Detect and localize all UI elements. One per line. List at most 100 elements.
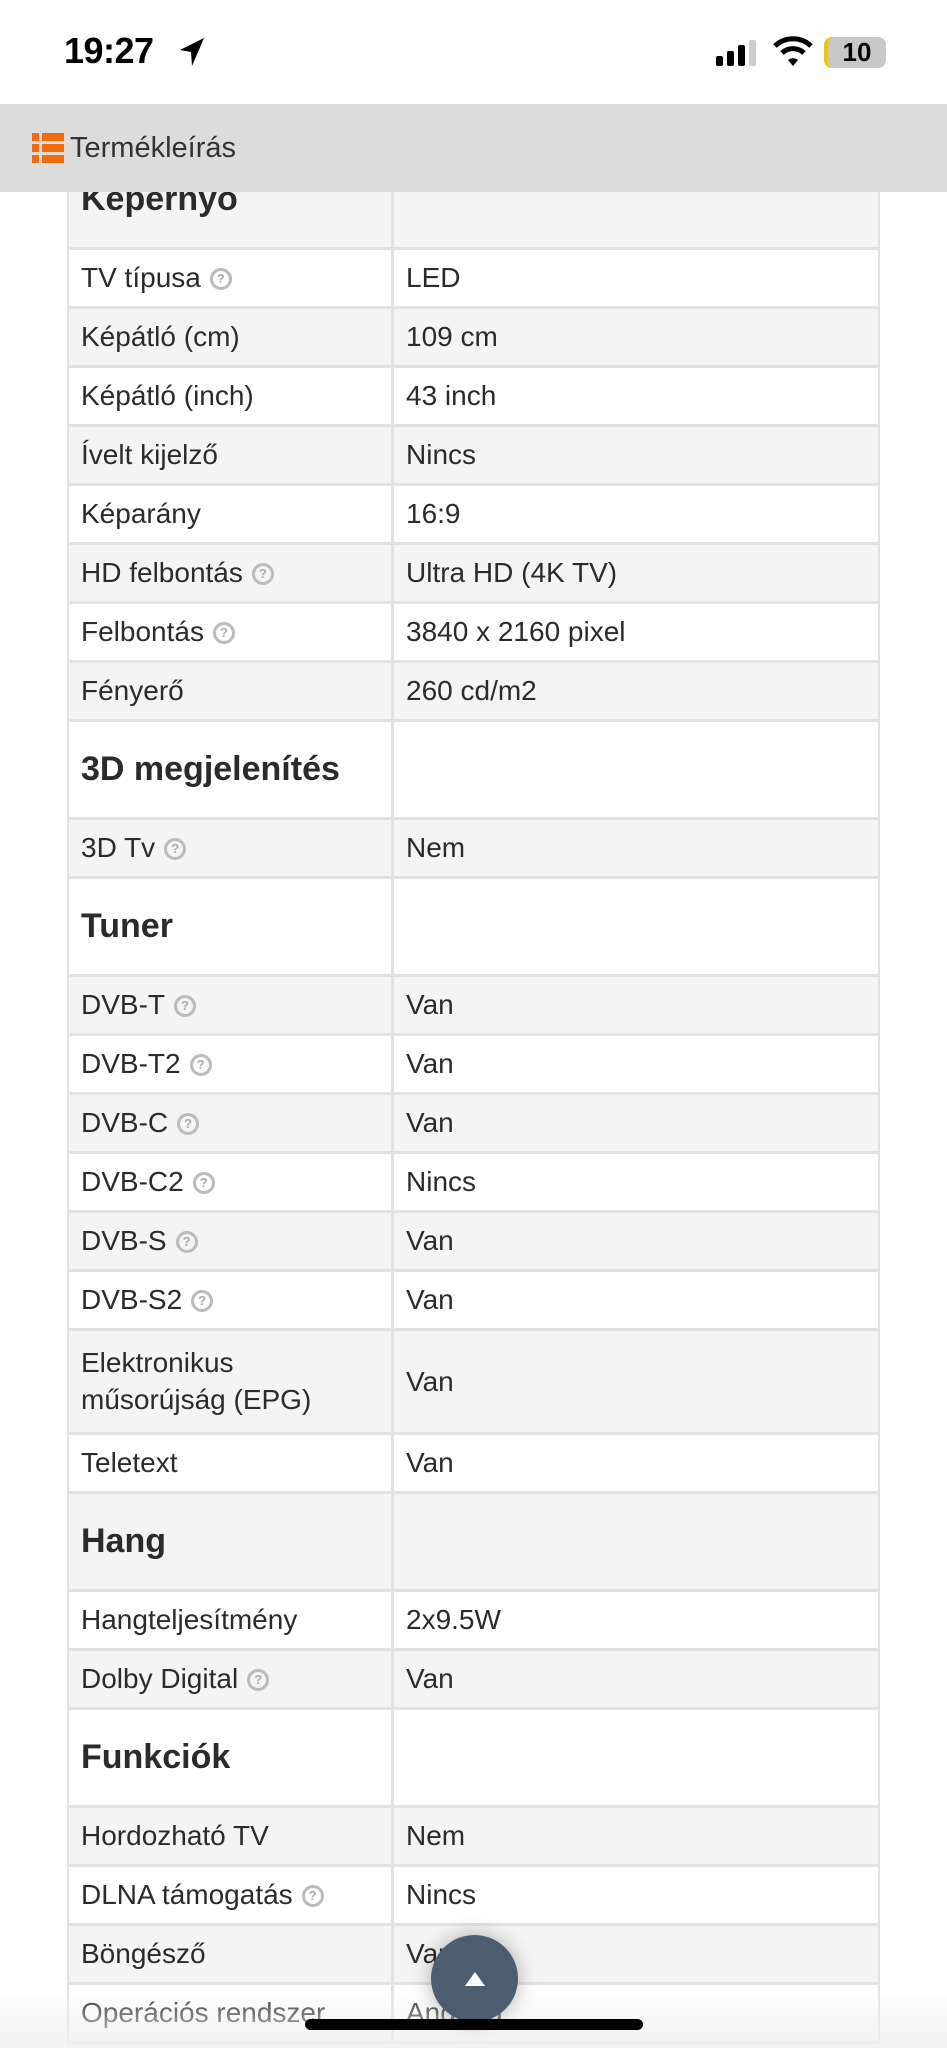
spec-value: Van <box>406 1447 454 1478</box>
help-icon[interactable]: ? <box>247 1669 270 1692</box>
label-text: DVB-S2 <box>81 1283 183 1315</box>
spec-label: DVB-C? <box>69 1095 394 1151</box>
label-text: Hangteljesítmény <box>81 1603 298 1635</box>
spec-label: DVB-T2? <box>69 1036 394 1092</box>
scroll-to-top-button[interactable] <box>431 1935 518 2022</box>
section-heading-row: Tuner <box>69 879 878 977</box>
spec-label: DVB-S2? <box>69 1272 394 1328</box>
status-bar: 19:27 10 <box>0 0 947 104</box>
help-icon[interactable]: ? <box>192 1172 215 1195</box>
spec-value: Van <box>406 989 454 1020</box>
spec-value: Van <box>406 1048 454 1079</box>
section-header[interactable]: Termékleírás <box>0 104 947 192</box>
help-icon[interactable]: ? <box>164 838 187 861</box>
spec-label: Hordozható TV <box>69 1808 394 1864</box>
label-text: Ívelt kijelző <box>81 438 218 470</box>
spec-label: DVB-S? <box>69 1213 394 1269</box>
spec-value: Nincs <box>406 1879 477 1910</box>
spec-label: DVB-T? <box>69 977 394 1033</box>
spec-value: LED <box>406 262 461 293</box>
section-heading: Tuner <box>69 879 394 974</box>
home-indicator[interactable] <box>305 2019 643 2030</box>
table-row: DVB-S2? Van <box>69 1272 878 1331</box>
label-text: Tuner <box>81 907 173 946</box>
spec-value: Van <box>406 1365 454 1397</box>
table-row: Felbontás? 3840 x 2160 pixel <box>69 604 878 663</box>
label-text: Böngésző <box>81 1937 206 1969</box>
help-icon[interactable]: ? <box>177 1113 200 1136</box>
table-row: Teletext Van <box>69 1435 878 1494</box>
spec-label: Képátló (inch) <box>69 368 394 424</box>
section-heading-row: Funkciók <box>69 1710 878 1808</box>
spec-value <box>394 1494 878 1589</box>
battery-indicator: 10 <box>824 37 886 68</box>
help-icon[interactable]: ? <box>191 1290 214 1313</box>
label-text: Képátló (cm) <box>81 320 240 352</box>
spec-value: 109 cm <box>406 321 498 352</box>
table-row: Fényerő 260 cd/m2 <box>69 663 878 722</box>
spec-value <box>394 879 878 974</box>
spec-label: Elektronikus műsorújság (EPG) <box>69 1331 394 1432</box>
help-icon[interactable]: ? <box>175 1231 198 1254</box>
spec-table: Képernyő TV típusa? LED Képátló (cm) 109 cm K… <box>67 152 880 2044</box>
table-row: Hordozható TV Nem <box>69 1808 878 1867</box>
section-heading-row: Hang <box>69 1494 878 1592</box>
help-icon[interactable]: ? <box>189 1054 212 1077</box>
spec-value: Nem <box>406 1820 466 1851</box>
section-heading: Funkciók <box>69 1710 394 1805</box>
spec-value: 260 cd/m2 <box>406 675 537 706</box>
table-row: DVB-C2? Nincs <box>69 1154 878 1213</box>
label-text: DVB-T <box>81 988 165 1020</box>
spec-label: Képátló (cm) <box>69 309 394 365</box>
clock: 19:27 <box>64 30 154 71</box>
spec-value: Ultra HD (4K TV) <box>406 557 618 588</box>
label-text: DVB-S <box>81 1224 167 1256</box>
label-text: Képarány <box>81 497 201 529</box>
spec-value: Van <box>406 1225 454 1256</box>
help-icon[interactable]: ? <box>301 1885 324 1908</box>
spec-label: DVB-C2? <box>69 1154 394 1210</box>
label-text: 3D Tv <box>81 831 156 863</box>
spec-label: Hangteljesítmény <box>69 1592 394 1648</box>
spec-value: 16:9 <box>406 498 461 529</box>
spec-label: Teletext <box>69 1435 394 1491</box>
spec-label: Felbontás? <box>69 604 394 660</box>
label-text: Képátló (inch) <box>81 379 254 411</box>
label-text: DLNA támogatás <box>81 1878 293 1910</box>
spec-label: Fényerő <box>69 663 394 719</box>
table-row: Képátló (inch) 43 inch <box>69 368 878 427</box>
label-text: DVB-C2 <box>81 1165 184 1197</box>
table-row: DVB-T? Van <box>69 977 878 1036</box>
label-text: Felbontás <box>81 615 204 647</box>
spec-label: 3D Tv? <box>69 820 394 876</box>
label-text: DVB-T2 <box>81 1047 181 1079</box>
table-row: Képarány 16:9 <box>69 486 878 545</box>
help-icon[interactable]: ? <box>212 622 235 645</box>
table-row: Elektronikus műsorújság (EPG) Van <box>69 1331 878 1435</box>
spec-value <box>394 722 878 817</box>
table-row: Képátló (cm) 109 cm <box>69 309 878 368</box>
spec-value: Nincs <box>406 1166 477 1197</box>
label-text: Elektronikus műsorújság (EPG) <box>81 1347 312 1415</box>
label-text: TV típusa <box>81 261 201 293</box>
list-icon <box>32 133 64 163</box>
label-text: DVB-C <box>81 1106 169 1138</box>
table-row: DVB-C? Van <box>69 1095 878 1154</box>
section-heading: 3D megjelenítés <box>69 722 394 817</box>
label-text: Dolby Digital <box>81 1662 239 1694</box>
help-icon[interactable]: ? <box>174 995 196 1018</box>
table-row: DVB-S? Van <box>69 1213 878 1272</box>
spec-label: TV típusa? <box>69 250 394 306</box>
help-icon[interactable]: ? <box>209 268 232 291</box>
spec-value: Van <box>406 1107 454 1138</box>
help-icon[interactable]: ? <box>251 563 274 586</box>
spec-label: Dolby Digital? <box>69 1651 394 1707</box>
table-row: 3D Tv? Nem <box>69 820 878 879</box>
spec-value <box>394 1710 878 1805</box>
spec-label: DLNA támogatás? <box>69 1867 394 1923</box>
spec-value: 3840 x 2160 pixel <box>406 616 626 647</box>
wifi-icon <box>773 36 813 66</box>
table-row: DVB-T2? Van <box>69 1036 878 1095</box>
spec-label: Képarány <box>69 486 394 542</box>
cellular-signal-icon <box>716 40 756 66</box>
